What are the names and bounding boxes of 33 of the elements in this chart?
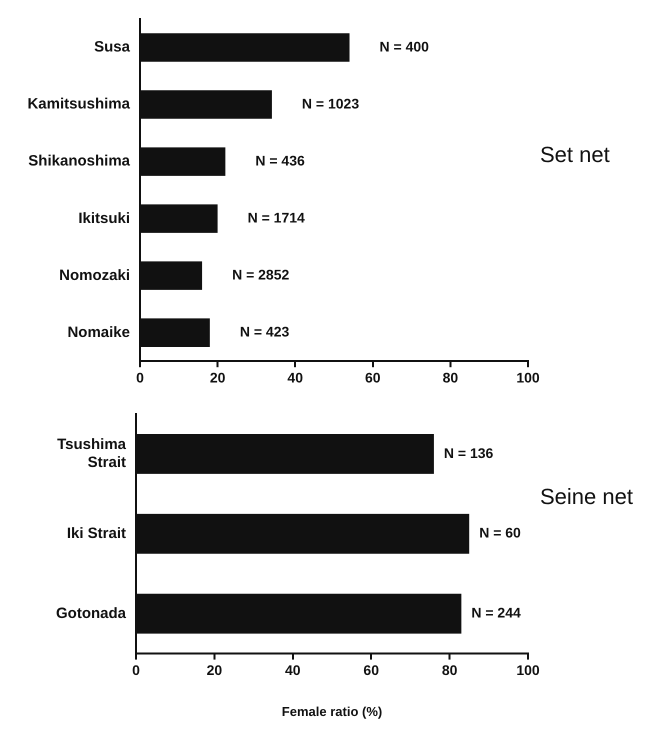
annotation: N = 423: [240, 324, 290, 340]
x-tick-label: 40: [285, 662, 301, 678]
annotation: N = 244: [471, 604, 521, 621]
x-tick-label: 100: [516, 369, 540, 386]
annotation: N = 1023: [302, 95, 360, 112]
x-tick-label: 60: [365, 369, 381, 386]
y-tick-label: Shikanoshima: [28, 152, 131, 170]
y-tick-label: Gotonada: [56, 604, 127, 622]
x-tick-label: 80: [442, 369, 458, 386]
y-tick-label: Susa: [94, 38, 131, 56]
annotation: N = 436: [255, 152, 305, 168]
y-tick-label: Iki Strait: [66, 524, 126, 542]
y-tick-label: Kamitsushima: [27, 96, 131, 113]
annotation: N = 60: [479, 524, 522, 541]
x-axis-title: Female ratio (%): [282, 704, 382, 719]
text: Set net: [540, 142, 610, 167]
x-tick-label: 100: [516, 662, 540, 678]
annotation: N = 136: [444, 444, 494, 461]
x-tick-label: 20: [206, 662, 222, 678]
annotation: N = 400: [380, 38, 430, 54]
x-tick-label: 0: [132, 662, 140, 678]
y-tick-label: Ikitsuki: [78, 210, 130, 227]
x-tick-label: 60: [363, 662, 380, 678]
text: Seine net: [540, 484, 633, 509]
annotation: N = 2852: [232, 266, 290, 283]
y-tick-label: Nomozaki: [59, 266, 130, 284]
x-tick-label: 80: [442, 662, 458, 678]
annotation: N = 1714: [248, 209, 306, 226]
x-tick-label: 20: [210, 369, 226, 386]
y-tick-label: Tsushima Strait: [57, 436, 127, 472]
x-tick-label: 40: [287, 369, 304, 386]
x-tick-label: 0: [136, 369, 144, 386]
y-tick-label: Nomaike: [67, 324, 130, 341]
